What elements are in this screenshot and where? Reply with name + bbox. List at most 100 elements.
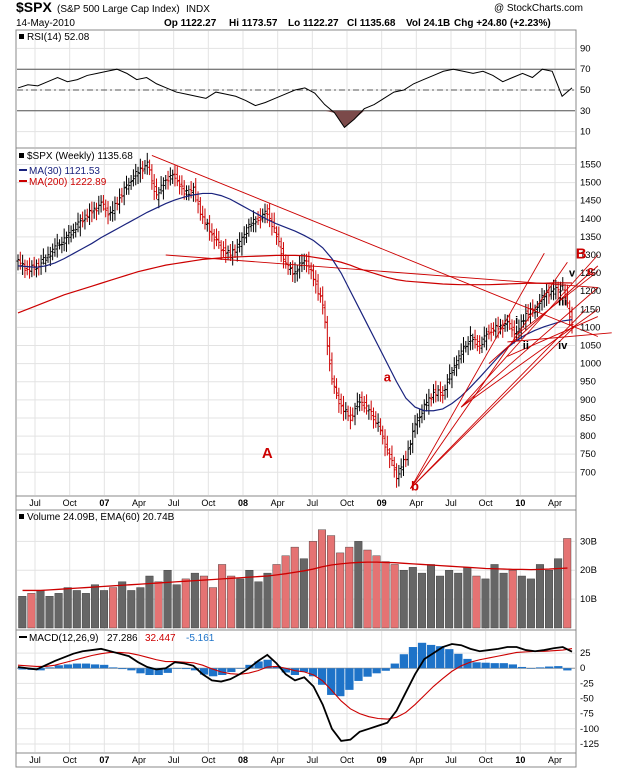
volume-bar — [472, 575, 481, 629]
trendline — [460, 308, 599, 408]
volume-bar — [336, 552, 345, 629]
macd-histogram-bar — [263, 659, 272, 669]
macd-histogram-bar — [109, 667, 118, 669]
macd-histogram-bar — [72, 663, 82, 669]
wave-label-ii: ii — [523, 340, 529, 352]
x-tick-label: Oct — [201, 755, 216, 765]
volume-bar — [236, 578, 245, 629]
macd-histogram-bar — [399, 654, 409, 669]
volume-bar — [190, 572, 199, 629]
macd-tick-label: 0 — [580, 663, 585, 674]
macd-histogram-bar — [563, 668, 572, 671]
volume-bar — [445, 570, 454, 629]
chart-exchange: INDX — [186, 4, 210, 15]
macd-histogram-bar — [36, 668, 45, 671]
volume-bar — [136, 587, 145, 629]
rsi-tick-label: 70 — [580, 64, 591, 75]
axis-labels: Jul Jul Oct Oct 07 07 Apr Apr Jul Jul Oct Oct 08 08 Ap… — [29, 43, 601, 765]
volume-bar — [227, 575, 236, 629]
price-panel — [15, 147, 577, 497]
x-tick-label: Apr — [409, 498, 423, 508]
wave-label-iv: iv — [558, 340, 568, 352]
volume-bar — [463, 567, 472, 629]
volume-bar — [290, 546, 299, 629]
volume-bar — [436, 575, 445, 629]
chart-symbol: $SPX — [16, 0, 52, 15]
volume-bar — [363, 549, 372, 629]
x-tick-label: Jul — [445, 755, 457, 765]
volume-bar — [408, 567, 417, 629]
quote-volume: Vol 24.1B — [406, 18, 450, 29]
x-tick-label: Apr — [132, 755, 146, 765]
volume-tick-label: 30B — [580, 536, 597, 547]
macd-series — [17, 642, 575, 742]
volume-bar — [508, 570, 517, 629]
volume-bar — [18, 596, 27, 629]
volume-bar — [90, 584, 99, 629]
x-tick-label: Jul — [29, 498, 41, 508]
volume-bar — [281, 555, 290, 629]
hist-legend-value: -5.161 — [186, 633, 215, 644]
price-series — [16, 152, 574, 488]
volume-bar — [72, 590, 81, 629]
macd-histogram-bar — [354, 668, 363, 681]
macd-histogram-bar — [245, 664, 254, 669]
x-tick-label: 10 — [515, 755, 525, 765]
macd-histogram-bar — [381, 668, 390, 671]
volume-bar — [154, 581, 163, 629]
volume-legend: Volume 24.09B, EMA(60) 20.74B — [19, 512, 175, 523]
volume-bar — [100, 590, 109, 629]
volume-bar — [399, 570, 408, 629]
x-tick-label: Oct — [63, 498, 78, 508]
macd-tick-label: -25 — [580, 678, 594, 689]
trendline — [460, 254, 599, 408]
macd-histogram-bar — [154, 668, 163, 676]
price-tick-label: 900 — [580, 395, 596, 406]
macd-histogram-bar — [100, 664, 109, 669]
x-tick-label: 09 — [377, 755, 387, 765]
x-tick-label: Apr — [548, 755, 562, 765]
volume-bar — [254, 581, 263, 629]
macd-histogram-bar — [199, 668, 209, 675]
price-tick-label: 800 — [580, 431, 596, 442]
x-tick-label: Jul — [445, 498, 457, 508]
trendline — [460, 287, 599, 408]
wave-label-B: B — [576, 246, 587, 263]
rsi-tick-label: 30 — [580, 106, 591, 117]
volume-bar — [181, 578, 190, 629]
price-tick-label: 1000 — [580, 359, 601, 370]
macd-histogram-bar — [436, 646, 445, 669]
macd-histogram-bar — [145, 668, 154, 676]
volume-bar — [354, 541, 363, 629]
x-tick-label: 08 — [238, 498, 248, 508]
x-tick-label: Oct — [340, 498, 355, 508]
trendline — [516, 270, 599, 336]
volume-bar — [517, 575, 526, 629]
volume-bar — [199, 575, 208, 629]
macd-histogram-bar — [345, 668, 354, 690]
price-tick-label: 850 — [580, 413, 596, 424]
x-tick-label: 10 — [515, 498, 525, 508]
macd-histogram-bar — [209, 668, 218, 677]
chart-watermark: @ StockCharts.com — [494, 3, 583, 14]
rsi-legend: RSI(14) 52.08 — [19, 32, 90, 43]
volume-bar — [163, 570, 172, 629]
trendline — [151, 155, 599, 337]
x-tick-label: Apr — [409, 755, 423, 765]
wave-label-iii: iii — [558, 297, 567, 309]
volume-bar — [499, 572, 508, 629]
macd-histogram-bar — [81, 663, 91, 669]
x-tick-label: Oct — [479, 755, 494, 765]
macd-histogram-bar — [118, 668, 127, 670]
x-tick-label: 09 — [377, 498, 387, 508]
volume-bar — [545, 570, 554, 629]
macd-histogram-bar — [163, 668, 172, 673]
macd-histogram-bar — [390, 663, 399, 669]
volume-bar — [526, 578, 535, 629]
volume-bar — [417, 572, 426, 629]
x-axis-strip-bottom — [15, 752, 577, 768]
quote-low: Lo 1122.27 — [288, 18, 339, 29]
price-tick-label: 1200 — [580, 286, 601, 297]
volume-bar — [127, 590, 136, 629]
